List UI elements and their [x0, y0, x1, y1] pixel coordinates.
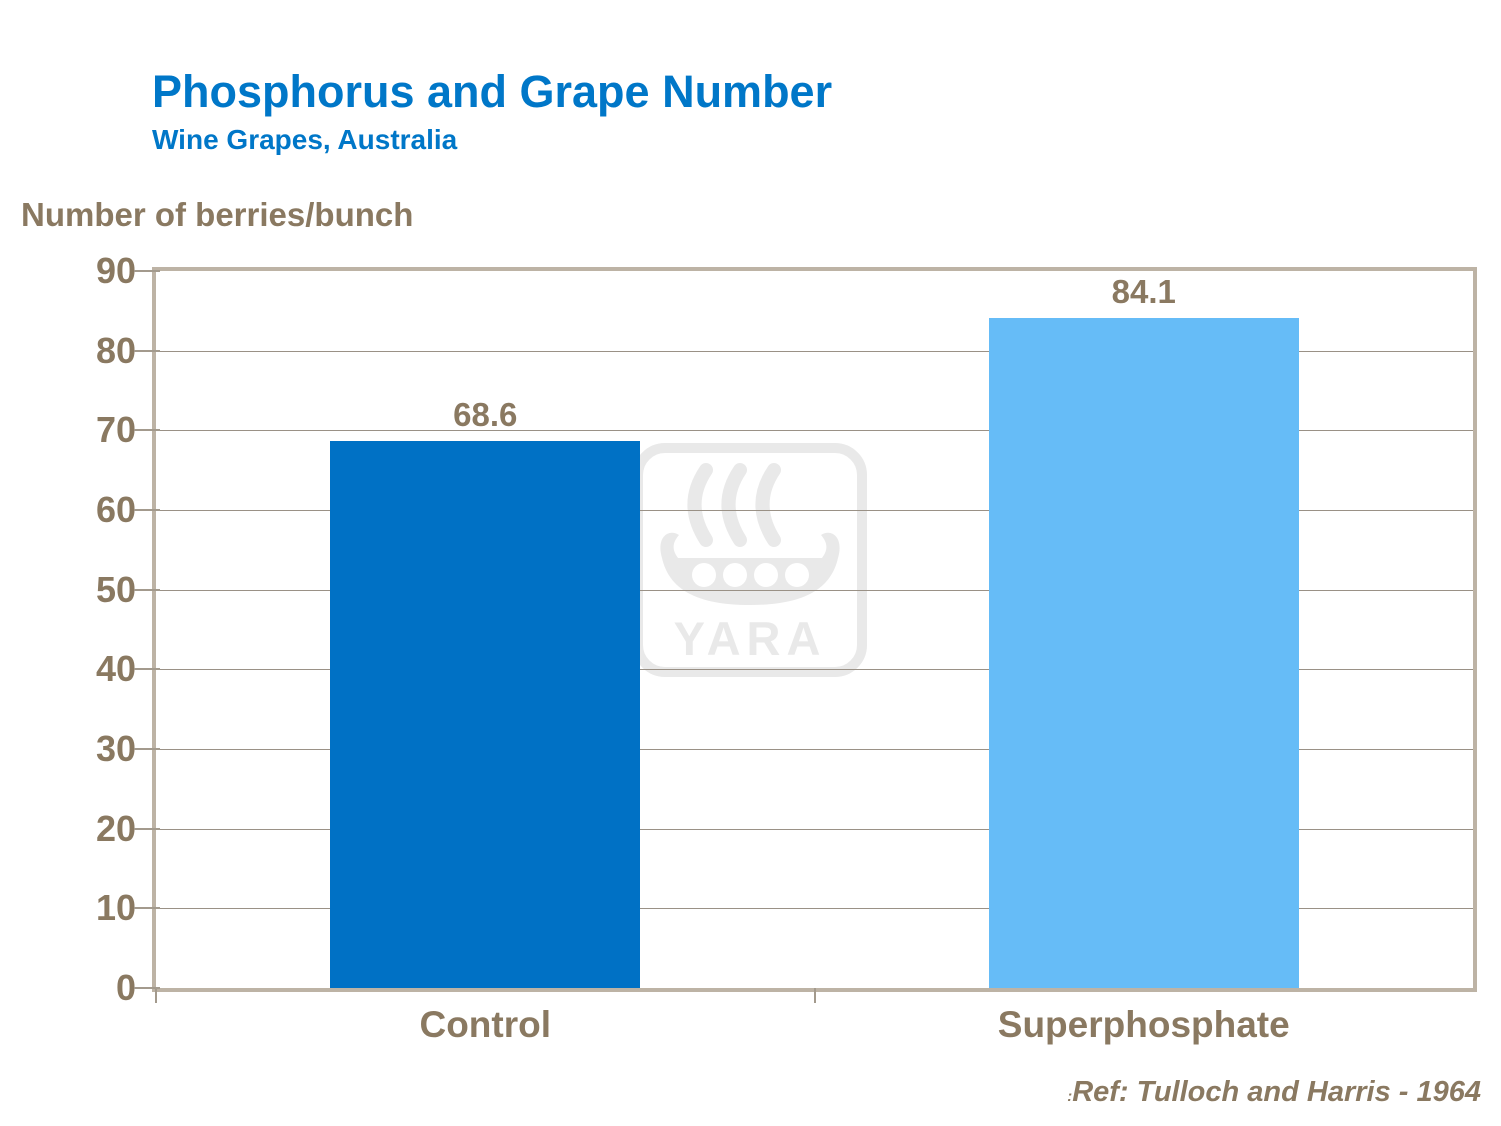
gridline-10 — [156, 908, 1473, 910]
watermark-hull — [660, 532, 840, 605]
reference-label: Ref: Tulloch and Harris - 1964 — [1072, 1076, 1481, 1108]
y-axis-title: Number of berries/bunch — [21, 196, 414, 233]
y-tick-mark-70 — [134, 429, 160, 432]
bar-control — [330, 441, 641, 988]
reference-colon: : — [1067, 1088, 1073, 1105]
y-tick-mark-90 — [134, 270, 160, 272]
y-tick-mark-10 — [134, 907, 160, 910]
gridline-80 — [156, 350, 1473, 352]
y-tick-label-0: 0 — [115, 967, 136, 1008]
value-label-control: 68.6 — [453, 396, 518, 434]
watermark-hull-holes — [692, 563, 809, 587]
plot-area: YARA — [152, 267, 1477, 992]
y-tick-mark-20 — [134, 827, 160, 830]
category-label-superphosphate: Superphosphate — [997, 1004, 1290, 1045]
value-label-superphosphate: 84.1 — [1111, 273, 1176, 310]
y-tick-label-70: 70 — [95, 409, 136, 451]
y-tick-label-40: 40 — [95, 648, 136, 690]
watermark-wordmark: YARA — [674, 612, 827, 665]
y-tick-mark-60 — [134, 509, 160, 511]
y-tick-mark-0 — [134, 987, 160, 989]
gridline-40 — [156, 669, 1473, 671]
x-tick-mark-0 — [155, 988, 157, 1003]
y-tick-label-60: 60 — [95, 489, 136, 530]
x-tick-mark-1 — [813, 988, 816, 1003]
y-tick-label-80: 80 — [95, 329, 136, 371]
chart-subtitle: Wine Grapes, Australia — [152, 124, 458, 155]
chart-title: Phosphorus and Grape Number — [152, 66, 833, 117]
gridline-30 — [156, 749, 1473, 750]
gridline-20 — [156, 828, 1473, 830]
y-tick-mark-80 — [134, 349, 160, 352]
reference-text: :Ref: Tulloch and Harris - 1964 — [1067, 1076, 1481, 1109]
y-tick-label-20: 20 — [95, 807, 136, 849]
watermark-sails — [687, 463, 781, 547]
gridline-60 — [156, 510, 1473, 511]
y-tick-label-90: 90 — [95, 250, 136, 291]
y-tick-mark-40 — [134, 668, 160, 671]
category-label-control: Control — [419, 1004, 552, 1045]
y-tick-mark-50 — [134, 588, 160, 591]
y-tick-label-30: 30 — [95, 728, 136, 769]
y-tick-label-10: 10 — [95, 887, 136, 929]
gridline-70 — [156, 430, 1473, 432]
yara-viking-ship-logo-watermark: YARA — [633, 443, 867, 677]
y-tick-label-50: 50 — [95, 568, 136, 610]
bar-superphosphate — [988, 318, 1299, 988]
gridline-50 — [156, 589, 1473, 591]
y-tick-mark-30 — [134, 748, 160, 750]
